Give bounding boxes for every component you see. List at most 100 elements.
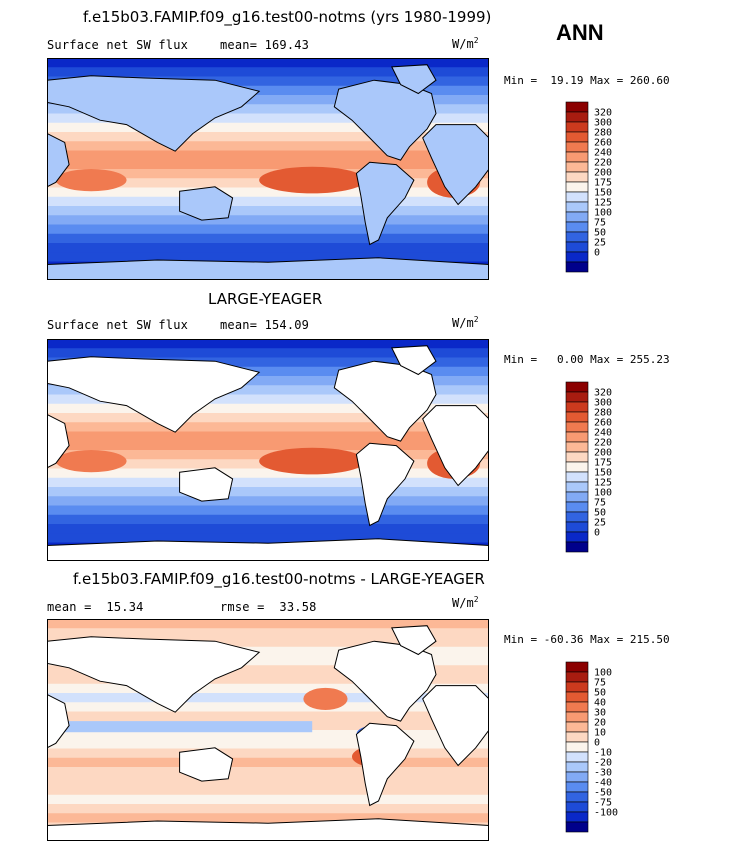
map-band <box>47 159 489 170</box>
map-band <box>47 730 489 740</box>
map-band <box>47 215 489 225</box>
map-continent <box>179 186 234 221</box>
panel3-rmse: rmse = 33.58 <box>220 600 317 614</box>
map-band <box>47 637 489 648</box>
panel1-colorbar-swatch <box>565 141 589 153</box>
panel2-colorbar-swatch <box>565 471 589 483</box>
map-band <box>47 674 489 685</box>
map-continent <box>179 467 234 502</box>
panel3-rmse-value: 33.58 <box>279 600 317 614</box>
panel3-map <box>47 619 489 841</box>
panel2-minmax: Min = 0.00 Max = 255.23 <box>504 353 670 366</box>
panel2-colorbar-tick-label: 125 <box>594 478 612 489</box>
map-band <box>47 468 489 479</box>
map-continent <box>47 693 70 749</box>
panel1-colorbar-swatch <box>565 111 589 123</box>
panel2-colorbar-swatch <box>565 521 589 533</box>
map-frame <box>47 339 489 561</box>
map-band <box>47 243 489 253</box>
panel2-colorbar-tick-label: 200 <box>594 448 612 459</box>
panel1-title: f.e15b03.FAMIP.f09_g16.test00-notms (yrs… <box>83 8 492 26</box>
panel3-colorbar-tick-label: 20 <box>594 718 606 729</box>
panel1-colorbar-tick-label: 320 <box>594 108 612 119</box>
map-band <box>47 132 489 142</box>
map-band <box>47 196 489 207</box>
panel2-colorbar-swatch <box>565 381 589 393</box>
panel3-colorbar-tick-label: -20 <box>594 758 612 769</box>
panel1-units: W/m2 <box>452 36 479 51</box>
map-band <box>47 702 489 712</box>
map-continent <box>355 161 415 246</box>
map-band <box>47 785 489 796</box>
panel2-colorbar-swatch <box>565 451 589 463</box>
panel1-min: 19.19 <box>550 74 584 87</box>
map-high-region <box>55 169 127 192</box>
panel3-colorbar-tick-label: 75 <box>594 678 606 689</box>
panel3-colorbar-swatch <box>565 781 589 793</box>
panel3-colorbar-swatch <box>565 681 589 693</box>
map-high-region <box>303 687 348 711</box>
map-band <box>47 804 489 814</box>
panel3-colorbar-swatch <box>565 721 589 733</box>
map-band <box>47 748 489 759</box>
panel2-colorbar-swatch <box>565 501 589 513</box>
panel3-colorbar-swatch <box>565 731 589 743</box>
map-band <box>47 496 489 506</box>
panel3-colorbar-tick-label: 0 <box>594 738 600 749</box>
panel1-colorbar-tick-label: 25 <box>594 238 606 249</box>
map-band <box>47 104 489 114</box>
panel3-minmax: Min = -60.36 Max = 215.50 <box>504 633 670 646</box>
panel2-colorbar-swatch <box>565 511 589 523</box>
panel3-colorbar-tick-label: 50 <box>594 688 606 699</box>
panel2-colorbar-swatch <box>565 461 589 473</box>
map-band <box>47 683 489 694</box>
panel2-max: 255.23 <box>629 353 670 366</box>
panel3-colorbar-swatch <box>565 741 589 753</box>
map-continent <box>47 356 261 433</box>
panel3-colorbar-swatch <box>565 661 589 673</box>
panel2-mean-value: 154.09 <box>264 318 310 332</box>
panel3-colorbar-swatch <box>565 771 589 783</box>
map-band <box>47 67 489 77</box>
panel2-colorbar-tick-label: 25 <box>594 518 606 529</box>
panel2-colorbar-tick-label: 260 <box>594 418 612 429</box>
map-band <box>47 739 489 749</box>
map-continent <box>47 636 261 713</box>
map-continent <box>47 413 70 469</box>
panel2-colorbar-tick-label: 50 <box>594 508 606 519</box>
panel2-colorbar-swatch <box>565 401 589 413</box>
panel2-colorbar-swatch <box>565 541 589 553</box>
map-frame <box>47 58 489 280</box>
panel2-colorbar-swatch <box>565 431 589 443</box>
map-band <box>47 95 489 105</box>
panel3-mean: mean = 15.34 <box>47 600 144 614</box>
map-band <box>47 357 489 368</box>
map-band <box>47 440 489 451</box>
panel1-colorbar-swatch <box>565 251 589 263</box>
panel2-colorbar-swatch <box>565 391 589 403</box>
panel1-colorbar-swatch <box>565 101 589 113</box>
map-band <box>47 348 489 358</box>
panel2-colorbar-tick-label: 75 <box>594 498 606 509</box>
panel1-variable: Surface net SW flux <box>47 38 189 52</box>
map-band <box>47 477 489 488</box>
panel3-colorbar-swatch <box>565 761 589 773</box>
panel2-colorbar-tick-label: 300 <box>594 398 612 409</box>
panel3-colorbar-swatch <box>565 791 589 803</box>
map-band <box>47 776 489 786</box>
map-high-region <box>259 166 366 194</box>
panel1-mean-label: mean= <box>220 38 258 52</box>
map-band <box>47 487 489 497</box>
map-band <box>47 431 489 442</box>
panel3-colorbar-tick-label: -75 <box>594 798 612 809</box>
panel2-colorbar-swatch <box>565 411 589 423</box>
panel1-colorbar-tick-label: 280 <box>594 128 612 139</box>
panel3-colorbar-swatch <box>565 751 589 763</box>
panel1-colorbar-swatch <box>565 211 589 223</box>
map-band <box>47 376 489 386</box>
map-band <box>47 505 489 516</box>
panel3-rmse-label: rmse = <box>220 600 265 614</box>
